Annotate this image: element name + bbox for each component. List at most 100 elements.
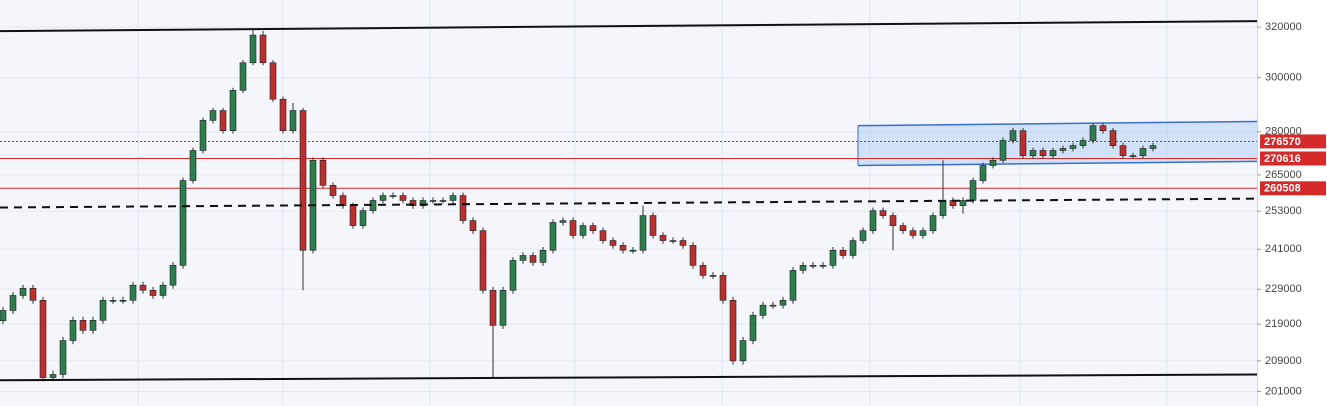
candle <box>869 207 877 234</box>
candle <box>519 252 527 264</box>
candle-body <box>709 275 717 277</box>
plot-background <box>0 0 1257 406</box>
y-tick-label: 241000 <box>1265 243 1302 255</box>
candle-body <box>29 287 37 301</box>
candle-body <box>489 290 497 326</box>
candle-body <box>619 245 627 251</box>
candle <box>39 296 47 382</box>
candle-body <box>689 245 697 266</box>
candle-body <box>679 240 687 246</box>
candle <box>759 301 767 319</box>
candle <box>839 247 847 259</box>
candle <box>689 242 697 269</box>
candle-body <box>769 304 777 307</box>
candle <box>1019 127 1027 159</box>
candle <box>59 336 67 379</box>
candle <box>1059 145 1067 154</box>
candle-body <box>1139 148 1147 156</box>
candle-body <box>139 284 147 291</box>
candle <box>919 227 927 239</box>
channel-fill <box>858 121 1257 166</box>
price-label-box <box>1260 181 1326 196</box>
candle <box>679 237 687 249</box>
candle <box>239 60 247 94</box>
candle <box>789 267 797 304</box>
candle <box>1069 142 1077 152</box>
candle-body <box>259 34 267 64</box>
candle <box>29 284 37 304</box>
candle-body <box>749 315 757 341</box>
candle-body <box>999 140 1007 161</box>
candle-body <box>189 150 197 181</box>
candle <box>69 316 77 345</box>
candle-body <box>729 300 737 362</box>
candle <box>819 262 827 269</box>
y-tick-label: 253000 <box>1265 205 1302 217</box>
candle-body <box>1039 150 1047 156</box>
candle-body <box>1009 130 1017 141</box>
candle-body <box>1109 130 1117 146</box>
candle-body <box>89 320 97 331</box>
candle-body <box>539 249 547 263</box>
candle <box>649 212 657 239</box>
candle <box>539 247 547 266</box>
candle <box>9 292 17 314</box>
candle-body <box>779 300 787 306</box>
candle-body <box>329 185 337 196</box>
channel-upper <box>857 120 1258 127</box>
candle-body <box>659 235 667 241</box>
y-tick-label: 209000 <box>1265 355 1302 367</box>
candle <box>259 30 267 66</box>
candle <box>489 286 497 378</box>
candle-body <box>49 374 57 378</box>
candle <box>359 207 367 229</box>
candle-body <box>939 200 947 216</box>
candle <box>249 29 257 66</box>
candle-body <box>929 215 937 231</box>
candle-body <box>849 240 857 256</box>
candle <box>1139 145 1147 159</box>
candle-body <box>439 200 447 202</box>
candle <box>1039 147 1047 159</box>
candle <box>639 205 647 254</box>
candle-body <box>499 290 507 326</box>
candle <box>899 222 907 234</box>
candle-body <box>909 230 917 236</box>
candle <box>329 182 337 199</box>
candle-body <box>739 340 747 362</box>
candle-body <box>479 230 487 291</box>
candle-body <box>589 225 597 231</box>
candle-body <box>1119 145 1127 156</box>
candle-body <box>149 290 157 296</box>
candle <box>1009 127 1017 144</box>
candle-body <box>1019 130 1027 156</box>
price-label: 276570 <box>1264 136 1301 148</box>
candle <box>989 157 997 169</box>
price-label: 260508 <box>1264 183 1301 195</box>
candle-body <box>69 320 77 341</box>
candle <box>1099 122 1107 134</box>
candle-body <box>9 295 17 311</box>
candle <box>79 316 87 334</box>
candle <box>889 212 897 251</box>
candle-body <box>1099 125 1107 131</box>
y-tick-label: 229000 <box>1265 283 1302 295</box>
candle <box>879 207 887 219</box>
candle-body <box>649 215 657 236</box>
candle <box>1079 137 1087 149</box>
candle-body <box>249 34 257 64</box>
candle-body <box>759 304 767 316</box>
candle-body <box>579 225 587 236</box>
price-label-box <box>1260 134 1326 149</box>
candle <box>619 242 627 254</box>
candle-body <box>969 180 977 201</box>
candle <box>229 87 237 134</box>
candle <box>289 102 297 134</box>
candle-body <box>299 110 307 251</box>
candle-body <box>459 195 467 221</box>
candle <box>1129 152 1137 159</box>
candle-body <box>319 159 327 186</box>
candle <box>199 117 207 154</box>
candle <box>589 222 597 234</box>
candle <box>1119 142 1127 159</box>
